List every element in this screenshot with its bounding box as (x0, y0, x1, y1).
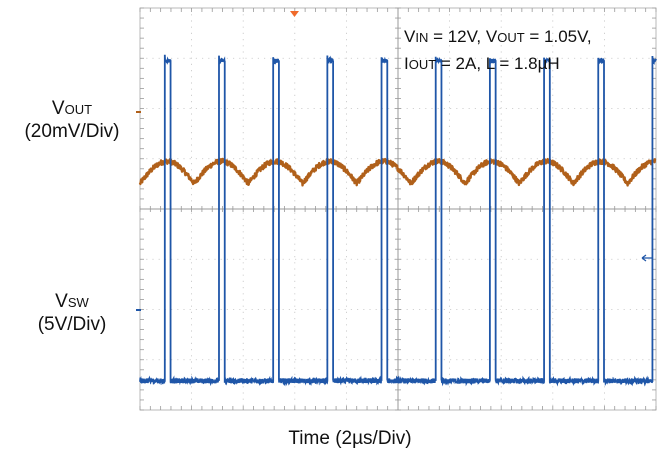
vout-channel-label: VOUT (20mV/Div) (24, 98, 120, 142)
test-conditions: VIN = 12V, VOUT = 1.05V, IOUT = 2A, L = … (404, 24, 592, 78)
traces (138, 54, 657, 387)
vout-trace (138, 157, 657, 187)
conditions-line-2: IOUT = 2A, L = 1.8µH (404, 54, 560, 73)
conditions-line-1: VIN = 12V, VOUT = 1.05V, (404, 27, 592, 46)
trigger-position-marker (290, 11, 299, 17)
x-axis-label: Time (2µs/Div) (288, 428, 412, 449)
markers (136, 11, 652, 311)
trigger-level-marker (641, 254, 652, 262)
vsw-channel-label: VSW (5V/Div) (37, 291, 107, 335)
graticule (139, 7, 657, 411)
vsw-trace (139, 54, 657, 387)
